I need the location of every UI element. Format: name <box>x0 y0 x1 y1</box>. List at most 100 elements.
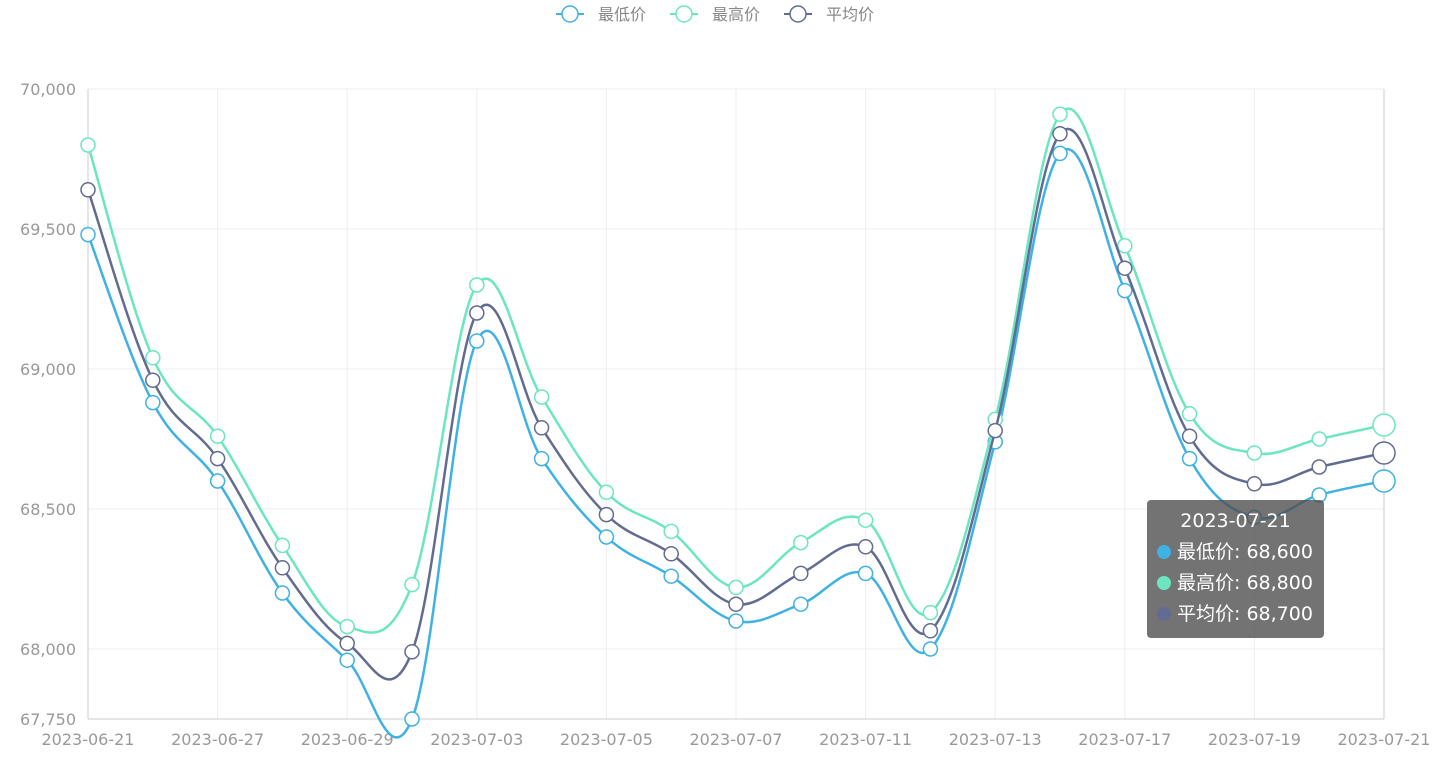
tooltip-label-low: 最低价: 68,600 <box>1177 541 1313 563</box>
data-point[interactable] <box>1117 238 1133 254</box>
data-point[interactable] <box>145 394 161 411</box>
data-point[interactable] <box>1246 476 1263 492</box>
tooltip-label-avg: 平均价: 68,700 <box>1177 603 1313 625</box>
data-point[interactable] <box>922 604 939 621</box>
data-point[interactable] <box>1052 145 1068 162</box>
y-tick-label: 69,000 <box>20 360 76 379</box>
data-point[interactable] <box>793 565 809 582</box>
data-point[interactable] <box>533 389 550 405</box>
y-tick-label: 69,500 <box>20 220 76 239</box>
data-point[interactable] <box>339 652 355 668</box>
tooltip-row-low: 最低价: 68,600 <box>1157 537 1324 568</box>
x-tick-label: 2023-07-03 <box>430 730 523 749</box>
data-point[interactable] <box>533 450 550 467</box>
data-point[interactable] <box>1117 282 1133 299</box>
legend-label: 最低价 <box>598 5 646 24</box>
legend[interactable]: 最低价 最高价 平均价 <box>556 5 874 24</box>
series-line[interactable] <box>86 148 1385 739</box>
data-point[interactable] <box>1372 441 1396 465</box>
data-point[interactable] <box>533 420 550 436</box>
series-lines[interactable] <box>80 106 1396 739</box>
data-point[interactable] <box>1372 413 1396 437</box>
data-point[interactable] <box>793 596 809 612</box>
x-tick-label: 2023-06-29 <box>301 730 394 749</box>
data-point[interactable] <box>274 537 291 554</box>
x-tick-label: 2023-06-27 <box>171 730 264 749</box>
data-point[interactable] <box>922 641 939 657</box>
x-tick-label: 2023-07-11 <box>819 730 912 749</box>
x-tick-label: 2023-07-13 <box>949 730 1042 749</box>
data-point[interactable] <box>987 422 1003 439</box>
tooltip-label-high: 最高价: 68,800 <box>1177 572 1313 594</box>
data-point[interactable] <box>404 711 420 727</box>
data-point[interactable] <box>1052 106 1068 122</box>
axes: 67,750 68,000 68,500 69,000 69,500 70,000 2023… <box>20 80 1430 749</box>
data-point[interactable] <box>728 596 744 612</box>
data-point[interactable] <box>339 635 355 652</box>
data-point[interactable] <box>80 226 96 243</box>
data-point[interactable] <box>598 484 615 500</box>
legend-item-2[interactable]: 平均价 <box>784 5 874 24</box>
y-tick-label: 70,000 <box>20 80 76 99</box>
data-point[interactable] <box>469 277 485 293</box>
data-point[interactable] <box>598 506 615 523</box>
data-point[interactable] <box>1117 260 1133 276</box>
series-2[interactable] <box>80 126 1396 681</box>
legend-item-0[interactable]: 最低价 <box>556 5 646 24</box>
data-point[interactable] <box>857 539 874 555</box>
data-point[interactable] <box>469 333 485 349</box>
data-point[interactable] <box>598 529 615 545</box>
data-point[interactable] <box>728 579 744 596</box>
data-point[interactable] <box>274 585 291 601</box>
tooltip-dot-avg <box>1157 607 1171 621</box>
x-tick-label: 2023-07-19 <box>1208 730 1301 749</box>
data-point[interactable] <box>209 473 226 489</box>
y-tick-label: 68,000 <box>20 640 76 659</box>
y-tick-label: 68,500 <box>20 500 76 519</box>
data-point[interactable] <box>209 450 226 467</box>
series-1[interactable] <box>80 106 1396 635</box>
data-point[interactable] <box>663 523 679 540</box>
data-point[interactable] <box>145 372 161 388</box>
tooltip-dot-high <box>1157 576 1171 590</box>
data-point[interactable] <box>922 623 939 639</box>
data-point[interactable] <box>1181 406 1198 422</box>
data-point[interactable] <box>209 428 226 444</box>
data-point[interactable] <box>793 534 809 551</box>
data-point[interactable] <box>80 137 96 153</box>
x-tick-label: 2023-07-21 <box>1338 730 1431 749</box>
data-point[interactable] <box>728 613 744 629</box>
x-tick-label: 2023-07-17 <box>1078 730 1171 749</box>
data-point[interactable] <box>274 560 291 576</box>
data-point[interactable] <box>1181 428 1198 444</box>
data-point[interactable] <box>857 565 874 582</box>
legend-marker <box>675 5 693 23</box>
data-point[interactable] <box>1311 431 1327 447</box>
data-point[interactable] <box>1246 445 1263 461</box>
tooltip-dot-low <box>1157 545 1171 559</box>
data-point[interactable] <box>339 618 355 635</box>
legend-marker <box>561 5 579 23</box>
y-tick-label: 67,750 <box>20 710 76 729</box>
data-point[interactable] <box>1052 126 1068 142</box>
data-point[interactable] <box>404 576 420 593</box>
data-point[interactable] <box>1311 459 1327 475</box>
data-point[interactable] <box>80 182 96 198</box>
data-point[interactable] <box>857 512 874 528</box>
x-tick-label: 2023-06-21 <box>42 730 135 749</box>
tooltip-title: 2023-07-21 <box>1180 510 1291 532</box>
data-point[interactable] <box>145 350 161 366</box>
data-point[interactable] <box>404 644 420 660</box>
tooltip: 2023-07-21 最低价: 68,600 最高价: 68,800 平均价: … <box>1147 500 1324 638</box>
legend-item-1[interactable]: 最高价 <box>670 5 760 24</box>
x-tick-label: 2023-07-05 <box>560 730 653 749</box>
legend-label: 最高价 <box>712 5 760 24</box>
data-point[interactable] <box>663 546 679 562</box>
data-point[interactable] <box>1181 450 1198 467</box>
data-point[interactable] <box>469 305 485 321</box>
data-point[interactable] <box>663 568 679 584</box>
legend-label: 平均价 <box>826 5 874 24</box>
data-point[interactable] <box>1372 469 1396 493</box>
x-tick-label: 2023-07-07 <box>690 730 783 749</box>
